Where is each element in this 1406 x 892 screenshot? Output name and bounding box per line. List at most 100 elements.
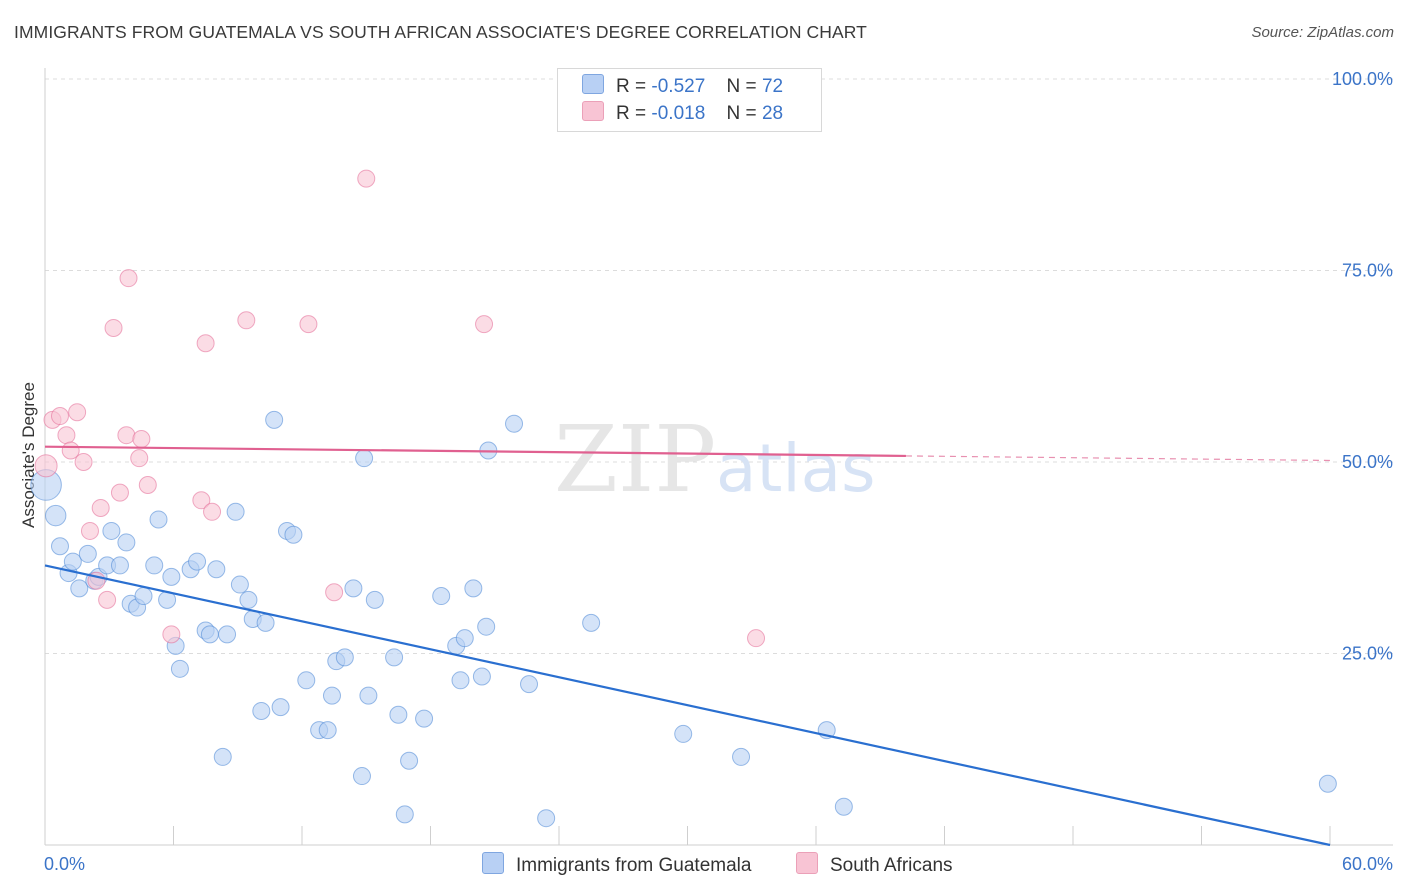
point-guatemala — [365, 590, 384, 609]
point-south-african — [203, 502, 222, 521]
point-guatemala — [395, 805, 414, 824]
legend-swatch-blue — [482, 852, 504, 874]
point-guatemala — [110, 556, 129, 575]
point-guatemala — [385, 648, 404, 667]
point-south-african — [110, 483, 129, 502]
point-guatemala — [256, 613, 275, 632]
point-south-african — [68, 403, 87, 422]
point-guatemala — [226, 502, 245, 521]
x-tick-labels: 0.0% 60.0% — [44, 854, 1393, 874]
point-south-african — [50, 407, 69, 426]
legend-swatch-pink — [796, 852, 818, 874]
point-guatemala — [149, 510, 168, 529]
point-south-african — [196, 334, 215, 353]
point-guatemala — [505, 414, 524, 433]
point-guatemala — [674, 724, 693, 743]
point-guatemala — [213, 747, 232, 766]
x-tick-label: 60.0% — [1342, 854, 1393, 874]
trend-line-south-africans — [44, 445, 906, 458]
point-guatemala — [188, 552, 207, 571]
trend-lines — [44, 445, 1331, 847]
point-guatemala — [45, 504, 67, 527]
r-value: -0.527 — [651, 76, 706, 97]
point-south-african — [57, 426, 76, 445]
point-guatemala — [352, 767, 371, 786]
correlation-legend: R = -0.527 N = 72 R = -0.018 N = 28 — [557, 68, 822, 132]
point-south-african — [91, 498, 110, 517]
point-guatemala — [252, 701, 271, 720]
legend-label: Immigrants from Guatemala — [516, 855, 752, 876]
point-guatemala — [537, 809, 556, 828]
legend-swatch-pink — [582, 101, 604, 121]
point-guatemala — [432, 587, 451, 606]
point-guatemala — [464, 579, 483, 598]
point-guatemala — [200, 625, 219, 644]
chart-title: IMMIGRANTS FROM GUATEMALA VS SOUTH AFRIC… — [14, 22, 867, 42]
point-south-african — [357, 169, 376, 188]
point-south-african — [132, 430, 151, 449]
point-guatemala — [284, 525, 303, 544]
r-value: -0.018 — [651, 103, 706, 124]
point-guatemala — [78, 544, 97, 563]
watermark-zip: ZIP — [554, 406, 716, 513]
point-guatemala — [344, 579, 363, 598]
point-south-african — [80, 521, 99, 540]
point-south-african — [475, 315, 494, 334]
point-south-african — [299, 315, 318, 334]
point-guatemala — [520, 675, 539, 694]
point-south-african — [237, 311, 256, 330]
trend-line-guatemala — [44, 564, 1331, 847]
point-guatemala — [230, 575, 249, 594]
point-guatemala — [50, 537, 69, 556]
legend-label: South Africans — [830, 855, 953, 876]
point-guatemala — [134, 587, 153, 606]
point-guatemala — [271, 698, 290, 717]
point-south-african — [192, 491, 211, 510]
watermark-atlas: atlas — [716, 430, 876, 507]
legend-row-south-africans: R = -0.018 N = 28 — [582, 101, 783, 127]
point-guatemala — [451, 671, 470, 690]
point-guatemala — [297, 671, 316, 690]
source-label: Source: ZipAtlas.com — [1251, 24, 1394, 41]
point-guatemala — [207, 560, 226, 579]
point-guatemala — [322, 686, 341, 705]
point-south-african — [34, 454, 58, 478]
point-guatemala — [389, 705, 408, 724]
point-guatemala — [265, 410, 284, 429]
legend-item-guatemala[interactable]: Immigrants from Guatemala — [482, 852, 751, 877]
point-guatemala — [472, 667, 491, 686]
y-tick-label: 25.0% — [1342, 644, 1393, 664]
point-guatemala — [582, 613, 601, 632]
point-guatemala — [117, 533, 136, 552]
point-guatemala — [145, 556, 164, 575]
legend-row-guatemala: R = -0.527 N = 72 — [582, 74, 783, 100]
point-south-african — [325, 583, 344, 602]
y-tick-label: 75.0% — [1342, 261, 1393, 281]
point-guatemala — [415, 709, 434, 728]
point-guatemala — [170, 659, 189, 678]
point-south-african — [130, 449, 149, 468]
legend-swatch-blue — [582, 74, 604, 94]
point-guatemala — [455, 629, 474, 648]
legend-item-south-africans[interactable]: South Africans — [796, 852, 953, 877]
y-tick-labels: 25.0% 50.0% 75.0% 100.0% — [1332, 69, 1393, 664]
point-south-african — [117, 426, 136, 445]
trend-line-south-africans-extension — [905, 455, 1331, 462]
watermark: ZIP atlas — [554, 406, 876, 513]
x-tick-label: 0.0% — [44, 854, 85, 874]
point-south-african — [74, 453, 93, 471]
point-guatemala — [318, 721, 337, 740]
point-guatemala — [63, 552, 82, 571]
point-guatemala — [732, 747, 751, 766]
point-south-african — [747, 629, 766, 648]
gridlines — [45, 78, 1393, 654]
y-axis-label: Associate's Degree — [19, 382, 38, 528]
point-guatemala — [477, 617, 496, 636]
point-south-african — [119, 269, 138, 288]
point-guatemala — [335, 648, 354, 667]
point-south-african — [162, 625, 181, 644]
n-value: 72 — [761, 76, 784, 97]
point-guatemala — [1318, 774, 1337, 793]
n-value: 28 — [761, 103, 784, 124]
